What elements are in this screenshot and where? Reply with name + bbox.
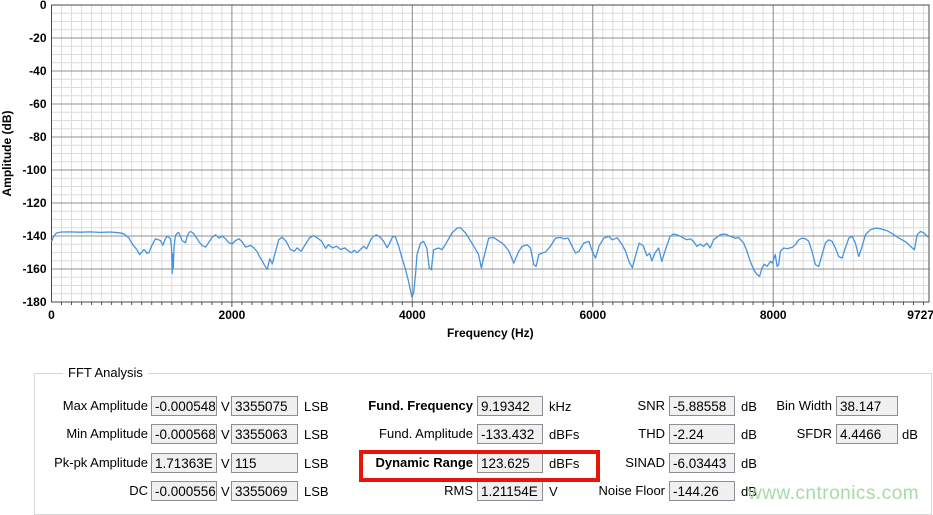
- x-tick-label: 4000: [399, 308, 426, 322]
- pkpk-amplitude-v-field[interactable]: 1.71363E: [151, 453, 217, 473]
- x-axis-title: Frequency (Hz): [447, 326, 534, 340]
- dc-v-field[interactable]: -0.000556: [151, 481, 217, 501]
- min-amplitude-lsb-unit: LSB: [304, 427, 329, 442]
- y-tick-label: -100: [22, 163, 46, 177]
- dynamic-range-highlight: [359, 450, 600, 482]
- y-tick-label: -80: [29, 130, 47, 144]
- noise-floor-label: Noise Floor: [598, 483, 665, 498]
- fund-amplitude-label: Fund. Amplitude: [379, 426, 473, 441]
- snr-unit: dB: [741, 399, 757, 414]
- bin-width-field[interactable]: 38.147: [836, 396, 898, 416]
- pkpk-amplitude-label: Pk-pk Amplitude: [54, 455, 148, 470]
- dc-lsb-field[interactable]: 3355069: [231, 481, 298, 501]
- watermark-text: www.cntronics.com: [748, 483, 920, 504]
- fund-frequency-label: Fund. Frequency: [368, 398, 473, 413]
- dynamic-range-label: Dynamic Range: [375, 455, 473, 470]
- sinad-field[interactable]: -6.03443: [669, 453, 735, 473]
- y-axis-title: Amplitude (dB): [0, 111, 14, 197]
- max-amplitude-v-unit: V: [221, 399, 230, 414]
- min-amplitude-label: Min Amplitude: [66, 426, 148, 441]
- pkpk-amplitude-v-unit: V: [221, 456, 230, 471]
- thd-unit: dB: [741, 427, 757, 442]
- y-tick-label: 0: [40, 0, 47, 12]
- y-tick-label: -60: [29, 97, 47, 111]
- x-tick-label: 2000: [219, 308, 246, 322]
- plot-frame: [51, 4, 930, 303]
- x-tick-label: 6000: [579, 308, 606, 322]
- max-amplitude-lsb-field[interactable]: 3355075: [231, 396, 298, 416]
- fft-curve: [50, 226, 930, 298]
- sinad-label: SINAD: [625, 455, 665, 470]
- max-amplitude-lsb-unit: LSB: [304, 399, 329, 414]
- fft-spectrum-chart: 0 2000 4000 6000 8000 9727.47 0 -20 -40 -60 -80 -10…: [0, 0, 933, 340]
- min-amplitude-v-unit: V: [221, 427, 230, 442]
- thd-label: THD: [638, 426, 665, 441]
- sfdr-unit: dB: [902, 427, 918, 442]
- noise-floor-unit: dB: [741, 484, 757, 499]
- x-tick-label: 8000: [760, 308, 787, 322]
- fund-amplitude-field[interactable]: -133.432: [477, 424, 543, 444]
- pkpk-amplitude-lsb-field[interactable]: 115: [231, 453, 298, 473]
- fund-frequency-field[interactable]: 9.19342: [477, 396, 543, 416]
- y-tick-label: -20: [29, 31, 47, 45]
- dynamic-range-unit: dBFs: [549, 456, 580, 471]
- max-amplitude-label: Max Amplitude: [62, 398, 148, 413]
- y-tick-label: -160: [22, 262, 46, 276]
- sfdr-label: SFDR: [796, 426, 832, 441]
- major-gridlines: [51, 5, 929, 302]
- snr-label: SNR: [637, 398, 665, 413]
- dc-lsb-unit: LSB: [304, 484, 329, 499]
- groupbox-title: FFT Analysis: [63, 365, 148, 380]
- y-tick-label: -40: [29, 64, 47, 78]
- bin-width-label: Bin Width: [776, 398, 832, 413]
- y-tick-label: -140: [22, 229, 46, 243]
- pkpk-amplitude-lsb-unit: LSB: [304, 456, 329, 471]
- x-tick-label: 9727.47: [907, 308, 933, 322]
- dynamic-range-field[interactable]: 123.625: [477, 453, 543, 473]
- fund-frequency-unit: kHz: [549, 399, 572, 414]
- min-amplitude-v-field[interactable]: -0.000568: [151, 424, 217, 444]
- rms-unit: V: [549, 484, 558, 499]
- min-amplitude-lsb-field[interactable]: 3355063: [231, 424, 298, 444]
- noise-floor-field[interactable]: -144.26: [669, 481, 735, 501]
- minor-gridlines: [51, 5, 929, 302]
- sinad-unit: dB: [741, 456, 757, 471]
- thd-field[interactable]: -2.24: [669, 424, 735, 444]
- x-axis-ticks: [61, 302, 924, 307]
- dc-label: DC: [129, 483, 148, 498]
- fund-amplitude-unit: dBFs: [549, 427, 580, 442]
- snr-field[interactable]: -5.88558: [669, 396, 735, 416]
- rms-field[interactable]: 1.21154E: [477, 481, 543, 501]
- y-tick-label: -180: [22, 295, 46, 309]
- dc-v-unit: V: [221, 484, 230, 499]
- sfdr-field[interactable]: 4.4466: [836, 424, 898, 444]
- y-tick-label: -120: [22, 196, 46, 210]
- rms-label: RMS: [444, 483, 473, 498]
- x-tick-label: 0: [48, 308, 55, 322]
- max-amplitude-v-field[interactable]: -0.000548: [151, 396, 217, 416]
